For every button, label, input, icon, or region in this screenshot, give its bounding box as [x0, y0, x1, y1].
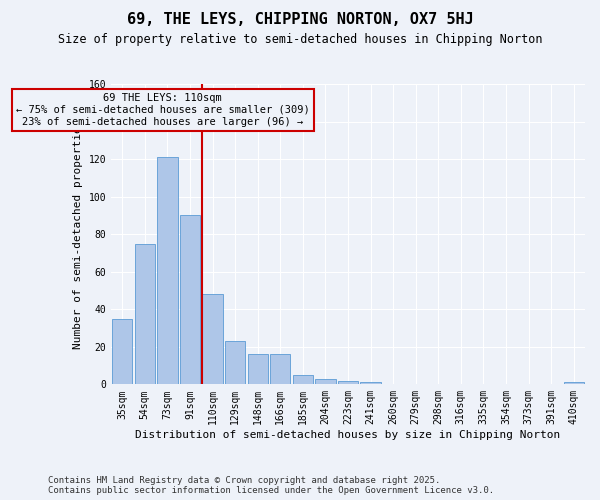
Bar: [270, 354, 290, 384]
X-axis label: Distribution of semi-detached houses by size in Chipping Norton: Distribution of semi-detached houses by …: [136, 430, 560, 440]
Text: Size of property relative to semi-detached houses in Chipping Norton: Size of property relative to semi-detach…: [58, 32, 542, 46]
Text: Contains HM Land Registry data © Crown copyright and database right 2025.
Contai: Contains HM Land Registry data © Crown c…: [48, 476, 494, 495]
Bar: [248, 354, 268, 384]
Bar: [563, 382, 584, 384]
Bar: [112, 318, 133, 384]
Text: 69, THE LEYS, CHIPPING NORTON, OX7 5HJ: 69, THE LEYS, CHIPPING NORTON, OX7 5HJ: [127, 12, 473, 28]
Bar: [202, 294, 223, 384]
Bar: [180, 216, 200, 384]
Bar: [157, 157, 178, 384]
Bar: [293, 375, 313, 384]
Bar: [338, 380, 358, 384]
Bar: [134, 244, 155, 384]
Bar: [225, 341, 245, 384]
Bar: [315, 378, 335, 384]
Text: 69 THE LEYS: 110sqm
← 75% of semi-detached houses are smaller (309)
23% of semi-: 69 THE LEYS: 110sqm ← 75% of semi-detach…: [16, 94, 310, 126]
Bar: [361, 382, 381, 384]
Y-axis label: Number of semi-detached properties: Number of semi-detached properties: [73, 120, 83, 349]
